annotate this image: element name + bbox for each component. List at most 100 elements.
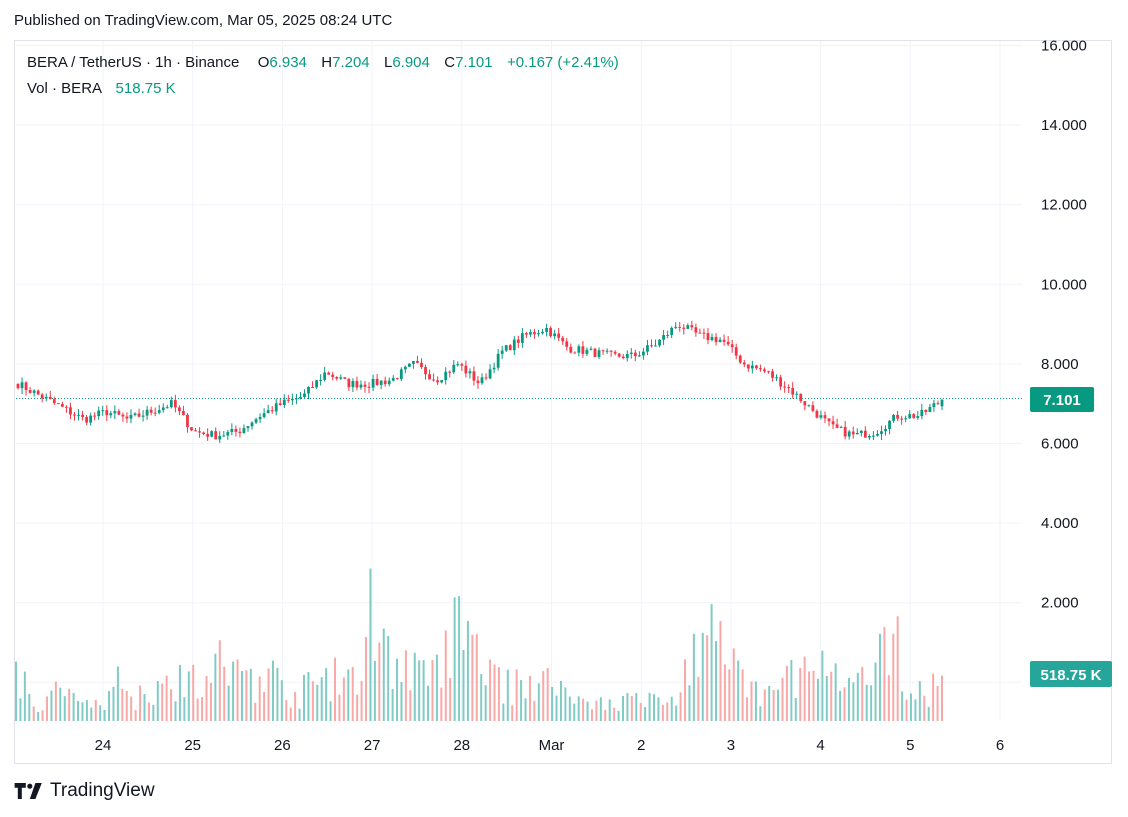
- volume-bar: [28, 694, 31, 721]
- volume-bar: [373, 660, 376, 721]
- volume-bar: [338, 694, 341, 721]
- volume-bar: [311, 681, 314, 721]
- x-tick-label: 28: [453, 737, 470, 754]
- volume-bar: [599, 697, 602, 721]
- volume-bar: [360, 681, 363, 721]
- candlesticks: [16, 320, 944, 443]
- candle-body: [585, 349, 589, 354]
- last-volume-badge: 518.75 K: [1030, 661, 1112, 687]
- volume-bar: [258, 676, 261, 721]
- candle-body: [855, 432, 859, 435]
- candle-body: [529, 332, 532, 335]
- candle-body: [230, 428, 234, 432]
- candle-body: [258, 417, 262, 420]
- volume-bar: [834, 663, 837, 721]
- volume-bar: [59, 687, 62, 721]
- candle-body: [520, 333, 524, 343]
- candle-body: [56, 403, 60, 405]
- volume-bar: [675, 705, 678, 721]
- volume-bar: [294, 691, 297, 721]
- volume-bar: [896, 616, 899, 721]
- high-value: 7.204: [332, 54, 370, 71]
- volume-bar: [320, 677, 323, 721]
- candle-body: [379, 380, 383, 385]
- volume-bar: [289, 707, 292, 721]
- volume-bar: [409, 690, 412, 721]
- volume-bar: [81, 702, 84, 721]
- volume-label[interactable]: Vol · BERA: [27, 80, 102, 97]
- volume-bar: [559, 681, 562, 721]
- volume-bar: [511, 705, 514, 721]
- candle-body: [892, 414, 895, 421]
- volume-bar: [365, 637, 368, 721]
- volume-bar: [435, 654, 438, 721]
- candle-body: [202, 432, 206, 434]
- candle-body: [190, 427, 193, 431]
- x-tick-label: 5: [906, 737, 914, 754]
- candle-body: [597, 350, 601, 357]
- candle-body: [686, 325, 690, 329]
- candle-body: [149, 409, 153, 413]
- low-value: 6.904: [392, 54, 430, 71]
- volume-bar: [369, 568, 372, 721]
- candle-body: [779, 377, 783, 387]
- footer-brand[interactable]: TradingView: [14, 780, 155, 802]
- candle-body: [633, 352, 637, 357]
- volume-bar: [772, 690, 775, 721]
- candle-body: [432, 379, 435, 381]
- candle-body: [718, 339, 722, 343]
- candle-body: [125, 416, 129, 419]
- volume-bar: [427, 685, 430, 721]
- candle-body: [706, 333, 710, 341]
- candle-body: [859, 430, 863, 433]
- volume-bar: [378, 642, 381, 721]
- volume-bar: [356, 694, 359, 721]
- candle-body: [121, 414, 125, 417]
- volume-value: 518.75 K: [115, 80, 176, 97]
- symbol-title[interactable]: BERA / TetherUS · 1h · Binance: [27, 54, 240, 71]
- volume-bar: [391, 689, 394, 721]
- candle-body: [936, 403, 940, 405]
- volume-bar: [613, 707, 616, 721]
- candle-body: [670, 327, 674, 335]
- volume-bar: [489, 659, 492, 721]
- candle-body: [823, 415, 827, 419]
- candle-body: [698, 332, 702, 334]
- candle-body: [113, 411, 117, 414]
- x-tick-label: Mar: [539, 737, 565, 754]
- volume-bar: [808, 671, 811, 721]
- volume-bar: [701, 632, 704, 721]
- volume-bar: [307, 672, 310, 721]
- close-value: 7.101: [455, 54, 493, 71]
- volume-bar: [99, 705, 102, 721]
- volume-bar: [347, 669, 350, 721]
- volume-bar: [728, 669, 731, 721]
- candle-body: [799, 393, 803, 402]
- volume-bar: [351, 666, 354, 721]
- volume-bar: [936, 686, 939, 721]
- candle-body: [750, 365, 754, 369]
- volume-bar: [329, 701, 332, 721]
- candle-body: [391, 378, 395, 381]
- candle-body: [573, 352, 577, 354]
- volume-bar: [68, 688, 71, 721]
- candle-body: [658, 339, 661, 346]
- candle-body: [351, 381, 355, 388]
- volume-bar: [865, 684, 868, 721]
- volume-bar: [630, 696, 633, 721]
- candle-body: [335, 376, 339, 379]
- candle-body: [157, 410, 161, 413]
- volume-bar: [50, 690, 53, 721]
- candle-body: [541, 331, 544, 334]
- volume-bar: [825, 676, 828, 721]
- volume-bar: [121, 688, 124, 721]
- volume-bar: [444, 630, 447, 721]
- volume-bar: [103, 709, 106, 721]
- volume-bar: [604, 709, 607, 721]
- candle-body: [407, 363, 411, 367]
- y-tick-label: 8.000: [1041, 356, 1079, 373]
- candle-body: [516, 339, 520, 343]
- volume-bar: [77, 701, 80, 721]
- candle-body: [412, 360, 415, 364]
